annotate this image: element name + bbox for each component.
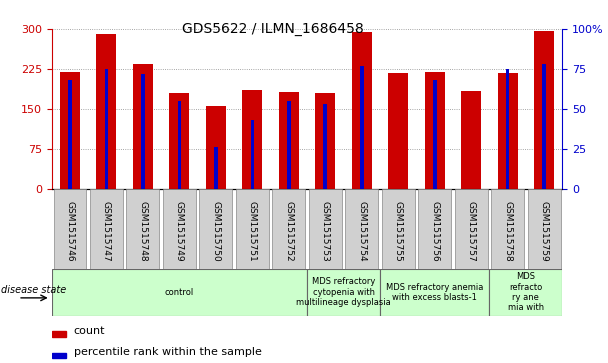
Bar xyxy=(278,92,299,189)
Bar xyxy=(287,101,291,189)
Text: GSM1515750: GSM1515750 xyxy=(212,201,220,261)
Bar xyxy=(242,90,262,189)
FancyBboxPatch shape xyxy=(491,189,524,269)
Bar xyxy=(497,73,517,189)
FancyBboxPatch shape xyxy=(418,189,451,269)
Bar xyxy=(433,80,437,189)
Bar xyxy=(169,93,189,189)
FancyBboxPatch shape xyxy=(489,269,562,316)
Text: GSM1515749: GSM1515749 xyxy=(175,201,184,261)
Text: MDS refractory
cytopenia with
multilineage dysplasia: MDS refractory cytopenia with multilinea… xyxy=(296,277,391,307)
Bar xyxy=(214,147,218,189)
Bar xyxy=(52,331,66,337)
Text: count: count xyxy=(74,326,105,336)
Text: disease state: disease state xyxy=(1,285,66,295)
Bar xyxy=(315,93,335,189)
Bar xyxy=(68,80,72,189)
FancyBboxPatch shape xyxy=(90,189,123,269)
Text: GSM1515747: GSM1515747 xyxy=(102,201,111,261)
Bar xyxy=(351,32,371,189)
Text: GSM1515757: GSM1515757 xyxy=(467,201,475,261)
Text: GSM1515758: GSM1515758 xyxy=(503,201,512,261)
FancyBboxPatch shape xyxy=(236,189,269,269)
Bar xyxy=(461,91,481,189)
Bar xyxy=(388,73,408,189)
Bar xyxy=(534,30,554,189)
FancyBboxPatch shape xyxy=(382,189,415,269)
Text: percentile rank within the sample: percentile rank within the sample xyxy=(74,347,261,357)
Bar xyxy=(424,72,444,189)
Bar xyxy=(250,120,254,189)
Text: MDS
refracto
ry ane
mia with: MDS refracto ry ane mia with xyxy=(508,272,544,312)
Text: GSM1515751: GSM1515751 xyxy=(248,201,257,261)
FancyBboxPatch shape xyxy=(380,269,489,316)
FancyBboxPatch shape xyxy=(126,189,159,269)
Bar xyxy=(60,72,80,189)
Text: MDS refractory anemia
with excess blasts-1: MDS refractory anemia with excess blasts… xyxy=(386,282,483,302)
Bar xyxy=(105,69,108,189)
FancyBboxPatch shape xyxy=(307,269,380,316)
Bar xyxy=(360,66,364,189)
FancyBboxPatch shape xyxy=(455,189,488,269)
Text: GSM1515759: GSM1515759 xyxy=(540,201,548,261)
FancyBboxPatch shape xyxy=(199,189,232,269)
Text: GSM1515746: GSM1515746 xyxy=(66,201,74,261)
Text: GSM1515755: GSM1515755 xyxy=(394,201,402,261)
Bar xyxy=(52,352,66,358)
Text: GSM1515753: GSM1515753 xyxy=(321,201,330,261)
Text: GSM1515756: GSM1515756 xyxy=(430,201,439,261)
FancyBboxPatch shape xyxy=(309,189,342,269)
Bar xyxy=(323,104,327,189)
FancyBboxPatch shape xyxy=(52,269,307,316)
Text: GSM1515748: GSM1515748 xyxy=(139,201,147,261)
Bar xyxy=(506,69,510,189)
Bar xyxy=(141,74,145,189)
FancyBboxPatch shape xyxy=(272,189,305,269)
FancyBboxPatch shape xyxy=(163,189,196,269)
Bar xyxy=(178,101,181,189)
Text: GSM1515752: GSM1515752 xyxy=(285,201,293,261)
Bar xyxy=(133,64,153,189)
Bar xyxy=(542,64,546,189)
Bar xyxy=(206,106,226,189)
Text: GDS5622 / ILMN_1686458: GDS5622 / ILMN_1686458 xyxy=(182,22,364,36)
Text: control: control xyxy=(165,288,194,297)
Text: GSM1515754: GSM1515754 xyxy=(358,201,366,261)
FancyBboxPatch shape xyxy=(528,189,561,269)
FancyBboxPatch shape xyxy=(54,189,86,269)
FancyBboxPatch shape xyxy=(345,189,378,269)
Bar xyxy=(96,34,116,189)
